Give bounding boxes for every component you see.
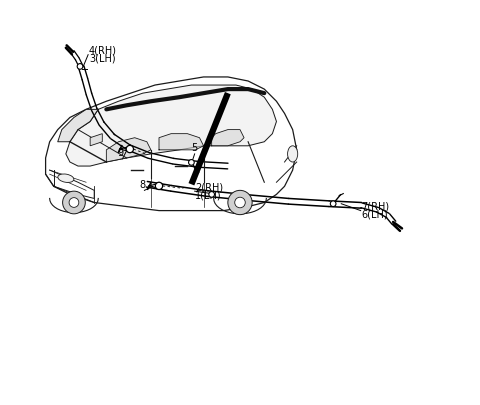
Circle shape: [62, 191, 85, 214]
Text: 9: 9: [118, 148, 123, 158]
Text: 3(LH): 3(LH): [89, 53, 116, 64]
Ellipse shape: [288, 146, 298, 162]
Polygon shape: [159, 134, 204, 150]
Polygon shape: [90, 134, 102, 146]
Text: 8: 8: [139, 179, 145, 190]
Circle shape: [69, 198, 79, 207]
Polygon shape: [66, 85, 276, 166]
Polygon shape: [212, 130, 244, 146]
Text: 5: 5: [192, 143, 198, 153]
Circle shape: [228, 190, 252, 215]
Ellipse shape: [58, 174, 74, 182]
Polygon shape: [58, 109, 98, 142]
Polygon shape: [107, 138, 151, 162]
Circle shape: [156, 182, 163, 190]
Text: 6(LH): 6(LH): [361, 209, 388, 220]
Circle shape: [330, 201, 336, 207]
Text: 1(LH): 1(LH): [195, 190, 222, 200]
Circle shape: [235, 197, 245, 208]
Text: 2(RH): 2(RH): [195, 182, 224, 192]
Text: 4(RH): 4(RH): [89, 45, 117, 55]
Text: 7(RH): 7(RH): [361, 201, 390, 211]
Circle shape: [189, 160, 194, 165]
Circle shape: [209, 192, 215, 197]
Circle shape: [77, 64, 83, 69]
Circle shape: [126, 145, 133, 153]
